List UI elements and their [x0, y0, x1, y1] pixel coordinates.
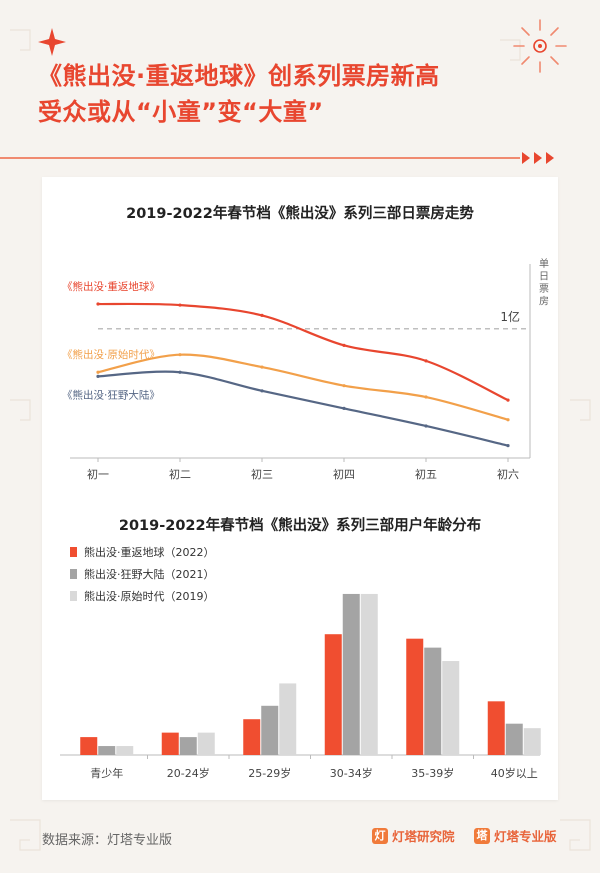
- sparkle-icon: [38, 28, 66, 56]
- legend-label: 熊出没·狂野大陆（2021）: [84, 567, 215, 581]
- y-axis-label: 票: [539, 283, 549, 295]
- header-divider: [0, 157, 520, 159]
- data-source: 数据来源：灯塔专业版: [42, 833, 173, 848]
- line-chart-title: 2019-2022年春节档《熊出没》系列三部日票房走势: [126, 206, 474, 222]
- triple-arrow-icon: [522, 152, 554, 164]
- series-point: [260, 389, 264, 393]
- series-line: [96, 370, 510, 447]
- y-axis-label: 单: [539, 258, 549, 270]
- series-point: [424, 359, 428, 363]
- bar: [279, 683, 297, 755]
- firework-center-icon: [533, 39, 547, 53]
- x-tick-label: 25-29岁: [248, 766, 291, 780]
- brand-research-label: 灯塔研究院: [392, 829, 455, 844]
- series-point: [96, 374, 100, 378]
- bar: [243, 719, 261, 755]
- series-point: [96, 370, 100, 374]
- bar: [424, 647, 442, 755]
- series-line: [96, 353, 510, 421]
- chart-card: 2019-2022年春节档《熊出没》系列三部日票房走势 初一 初二 初三 初四 初五 初六…: [42, 177, 558, 800]
- series-point: [506, 444, 510, 448]
- bar-chart: 熊出没·重返地球（2022） 熊出没·狂野大陆（2021） 熊出没·原始时代（201…: [60, 545, 541, 780]
- series-point: [342, 384, 346, 388]
- bar: [261, 705, 279, 755]
- bar: [406, 638, 424, 755]
- reference-line-label: 1亿: [500, 309, 520, 324]
- legend-swatch: [70, 547, 77, 557]
- series-point: [260, 365, 264, 369]
- brand-research: 灯 灯塔研究院: [372, 826, 455, 845]
- series-line: [96, 302, 510, 402]
- y-axis-label: 房: [539, 295, 549, 308]
- x-tick-label: 20-24岁: [167, 766, 210, 780]
- legend-swatch: [70, 591, 77, 601]
- headline-line1: 《熊出没·重返地球》创系列票房新高: [38, 62, 440, 90]
- bar: [442, 661, 460, 755]
- x-tick-label: 初五: [415, 467, 437, 481]
- x-tick-label: 初一: [87, 467, 109, 481]
- headline: 《熊出没·重返地球》创系列票房新高 受众或从“小童”变“大童”: [38, 58, 558, 130]
- x-tick-label: 初六: [497, 467, 519, 481]
- bar: [80, 737, 98, 755]
- series-point: [506, 418, 510, 422]
- x-tick-label: 初二: [169, 467, 191, 481]
- legend-swatch: [70, 569, 77, 579]
- lighthouse-icon: 灯: [372, 827, 388, 844]
- series-point: [424, 395, 428, 399]
- bar: [197, 732, 215, 755]
- bar: [523, 728, 541, 755]
- x-tick-label: 初四: [333, 467, 355, 481]
- series-point: [96, 302, 100, 306]
- bar: [324, 634, 342, 755]
- series-point: [178, 353, 182, 357]
- series-label: 《熊出没·原始时代》: [62, 348, 160, 361]
- x-tick-label: 初三: [251, 467, 273, 481]
- legend-label: 熊出没·重返地球（2022）: [84, 545, 215, 559]
- series-point: [424, 424, 428, 428]
- series-point: [178, 303, 182, 307]
- header: 《熊出没·重返地球》创系列票房新高 受众或从“小童”变“大童”: [0, 0, 600, 170]
- brand-pro-label: 灯塔专业版: [494, 829, 557, 844]
- bar: [505, 723, 523, 755]
- bar: [98, 746, 116, 755]
- bar: [360, 593, 378, 755]
- bar: [487, 701, 505, 755]
- series-point: [260, 313, 264, 317]
- bar: [179, 737, 197, 755]
- y-axis-label: 日: [539, 272, 549, 283]
- bar: [161, 732, 179, 755]
- series-point: [178, 370, 182, 374]
- header-decoration: [38, 19, 567, 164]
- series-point: [506, 398, 510, 402]
- x-tick-label: 30-34岁: [330, 766, 373, 780]
- x-tick-label: 青少年: [90, 766, 123, 780]
- series-label: 《熊出没·重返地球》: [62, 280, 160, 293]
- bar: [116, 746, 134, 755]
- bar-chart-title: 2019-2022年春节档《熊出没》系列三部用户年龄分布: [118, 518, 482, 534]
- brand-pro: 塔 灯塔专业版: [474, 826, 557, 845]
- x-tick-label: 35-39岁: [411, 766, 454, 780]
- series-point: [342, 406, 346, 410]
- x-tick-label: 40岁以上: [491, 766, 538, 780]
- series-label: 《熊出没·狂野大陆》: [62, 388, 160, 401]
- lighthouse-pro-icon: 塔: [474, 827, 490, 844]
- bar: [342, 593, 360, 755]
- series-point: [342, 343, 346, 347]
- headline-line2: 受众或从“小童”变“大童”: [38, 98, 324, 126]
- firework-icon: [513, 19, 567, 73]
- legend-label: 熊出没·原始时代（2019）: [84, 589, 215, 603]
